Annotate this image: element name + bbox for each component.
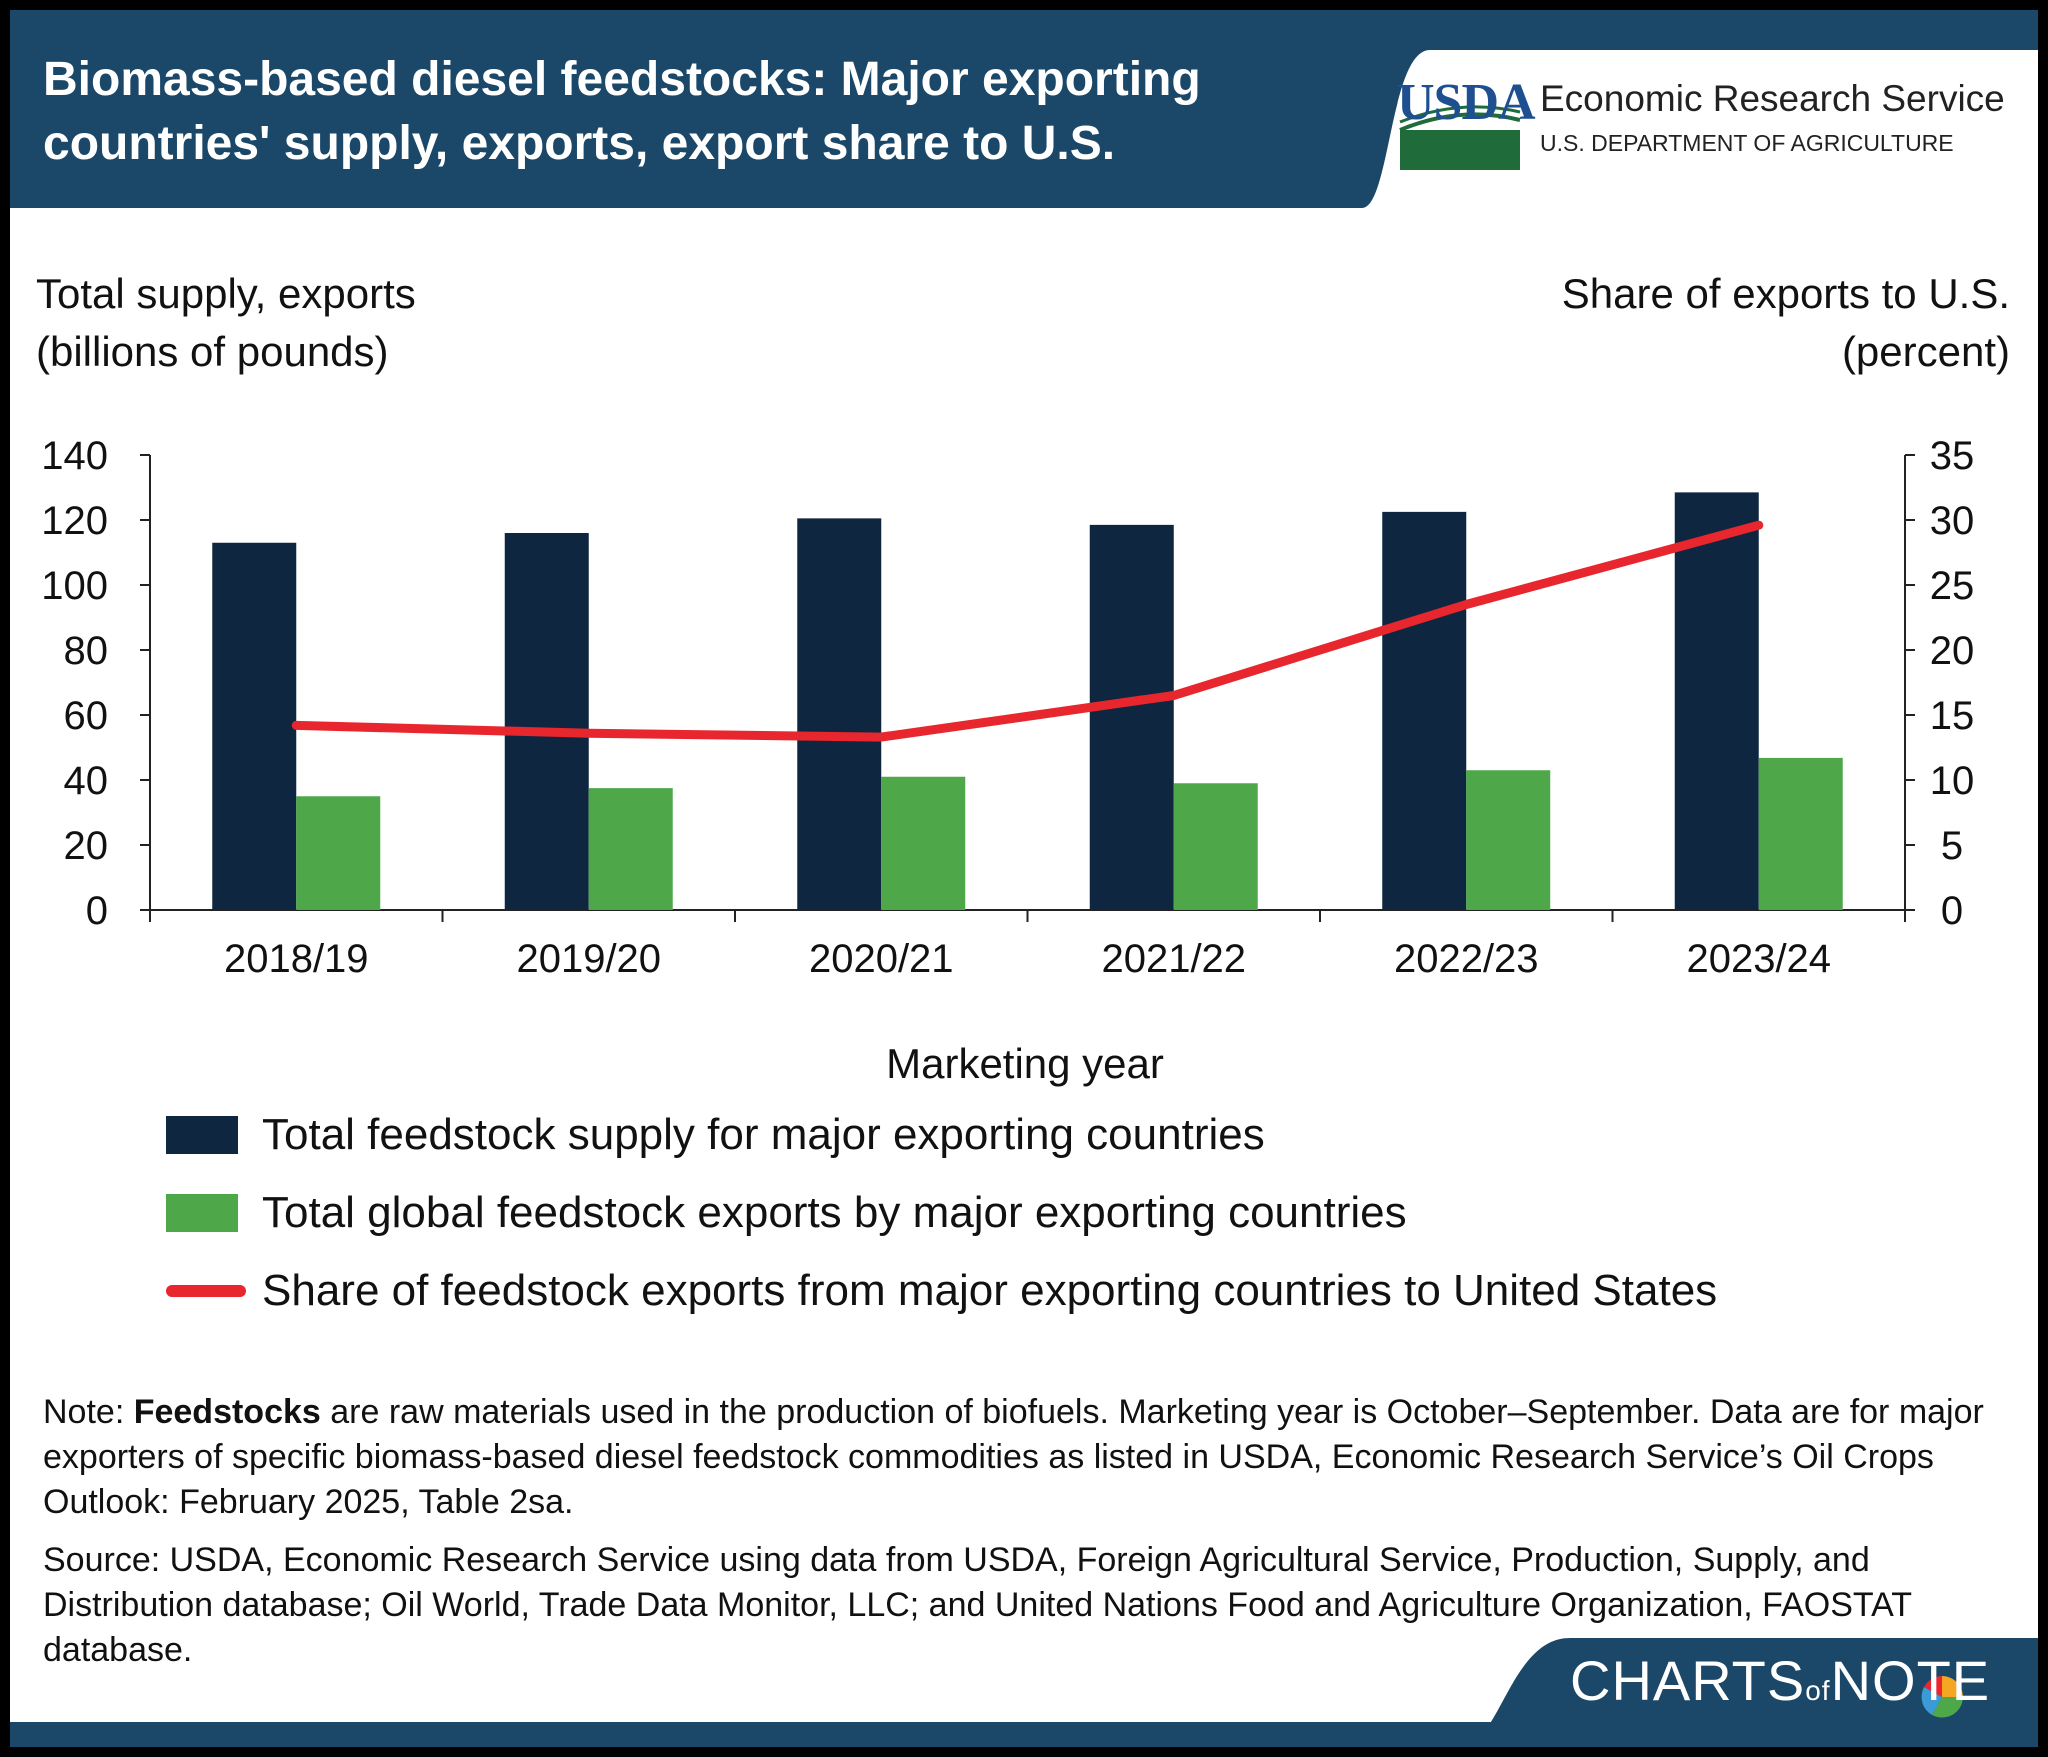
share-line xyxy=(291,520,1764,742)
combo-chart: Total supply, exports (billions of pound… xyxy=(36,270,2010,1087)
source-text: Source: USDA, Economic Research Service … xyxy=(43,1541,1912,1669)
chart-card: Biomass-based diesel feedstocks: Major e… xyxy=(10,10,2038,1747)
left-tick-label: 120 xyxy=(41,499,108,543)
note-text: Note: Feedstocks are raw materials used … xyxy=(43,1390,2003,1525)
bar-supply xyxy=(1674,492,1759,910)
left-tick-label: 20 xyxy=(64,824,109,868)
right-axis-title-line2: (percent) xyxy=(1842,328,2010,375)
x-tick-label: 2021/22 xyxy=(1101,937,1246,981)
right-axis-title-line1: Share of exports to U.S. xyxy=(1562,270,2010,317)
bar-supply xyxy=(504,533,589,910)
charts-of-note-logo: CHARTSofNOTE xyxy=(1570,1648,1990,1713)
bar-exports xyxy=(881,776,966,910)
right-tick-label: 15 xyxy=(1930,694,1975,738)
right-tick-label: 5 xyxy=(1941,824,1963,868)
x-tick-label: 2022/23 xyxy=(1394,937,1539,981)
bar-supply xyxy=(1382,511,1467,910)
brand-panel xyxy=(1460,1638,2038,1747)
legend-label-share: Share of feedstock exports from major ex… xyxy=(262,1266,1718,1315)
right-tick-label: 35 xyxy=(1930,434,1975,478)
legend-swatch-supply xyxy=(166,1116,238,1154)
legend-label-supply: Total feedstock supply for major exporti… xyxy=(262,1110,1265,1159)
bar-exports xyxy=(1758,757,1843,910)
left-axis-title-line2: (billions of pounds) xyxy=(36,328,389,375)
plot-area: 0 20 40 60 80 100 120 140 0 5 10 15 20 25 30 35 2018/19 2… xyxy=(41,434,1974,981)
note-prefix: Note: xyxy=(43,1393,134,1431)
agency-name: Economic Research Service xyxy=(1540,78,2005,119)
legend-swatch-share xyxy=(166,1285,246,1297)
x-tick-label: 2023/24 xyxy=(1686,937,1831,981)
usda-logo: USDA xyxy=(1397,74,1536,131)
left-axis-title-line1: Total supply, exports xyxy=(36,270,416,317)
x-tick-label: 2018/19 xyxy=(224,937,369,981)
bar-exports xyxy=(588,788,673,910)
right-tick-label: 20 xyxy=(1930,629,1975,673)
bar-exports xyxy=(1173,783,1258,910)
x-tick-label: 2019/20 xyxy=(516,937,661,981)
pie-o-icon xyxy=(1921,1676,1963,1718)
left-tick-label: 80 xyxy=(64,629,109,673)
right-tick-label: 0 xyxy=(1941,889,1963,933)
right-tick-label: 25 xyxy=(1930,564,1975,608)
chart-title: Biomass-based diesel feedstocks: Major e… xyxy=(43,53,1201,170)
legend-swatch-exports xyxy=(166,1194,238,1232)
right-tick-label: 30 xyxy=(1930,499,1975,543)
left-tick-label: 60 xyxy=(64,694,109,738)
legend-label-exports: Total global feedstock exports by major … xyxy=(262,1188,1407,1237)
bar-exports xyxy=(296,796,381,910)
brand-part3: NOTE xyxy=(1830,1649,1991,1712)
left-tick-label: 0 xyxy=(86,889,108,933)
note-term: Feedstocks xyxy=(133,1393,321,1431)
left-tick-label: 140 xyxy=(41,434,108,478)
right-tick-label: 10 xyxy=(1930,759,1975,803)
bar-exports xyxy=(1466,770,1551,910)
left-tick-label: 100 xyxy=(41,564,108,608)
bar-supply xyxy=(1089,524,1174,910)
footer-band xyxy=(10,1722,2038,1747)
usda-hills-icon xyxy=(1400,130,1520,170)
logo-panel-shape xyxy=(1362,50,2038,208)
department-name: U.S. DEPARTMENT OF AGRICULTURE xyxy=(1540,130,1954,156)
x-tick-label: 2020/21 xyxy=(809,937,954,981)
brand-part2: of xyxy=(1805,1675,1831,1706)
bar-supply xyxy=(797,518,882,910)
x-axis-title: Marketing year xyxy=(886,1040,1164,1087)
brand-part1: CHARTS xyxy=(1570,1649,1806,1712)
bar-supply xyxy=(212,542,297,910)
note-body: are raw materials used in the production… xyxy=(43,1393,1984,1521)
left-tick-label: 40 xyxy=(64,759,109,803)
